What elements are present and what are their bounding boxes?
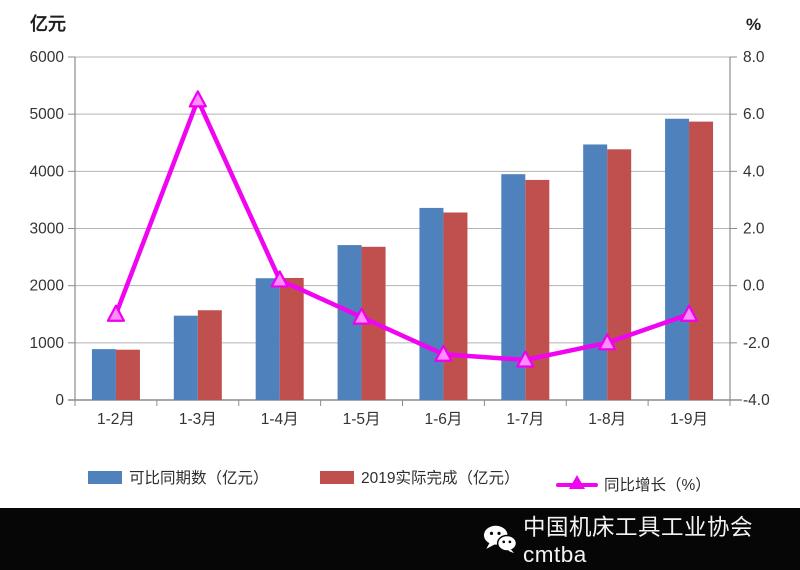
bar-comparable (665, 118, 690, 401)
bar-comparable (255, 278, 280, 400)
bar-actual (443, 212, 468, 400)
growth-marker (679, 304, 699, 322)
right-tick-label: 2.0 (743, 221, 765, 238)
growth-marker (434, 344, 453, 362)
x-axis-label: 1-8月 (588, 411, 626, 428)
left-tick-label: 1000 (30, 335, 65, 352)
growth-marker (270, 270, 289, 288)
right-tick-label: 8.0 (743, 49, 765, 66)
left-tick-label: 5000 (30, 106, 65, 123)
x-axis-label: 1-9月 (670, 411, 708, 428)
bar-actual (607, 149, 632, 400)
right-tick-label: 4.0 (743, 163, 765, 180)
left-axis-title: 亿元 (30, 13, 66, 34)
growth-polyline (113, 97, 692, 363)
right-axis-title: % (746, 15, 761, 34)
bar-actual (197, 310, 222, 400)
x-axis-label: 1-3月 (179, 411, 217, 428)
x-axis-label: 1-5月 (343, 411, 381, 428)
bar-series (91, 118, 714, 401)
bar-comparable (173, 315, 198, 400)
magenta-line-swatch (556, 475, 598, 491)
legend-label: 2019实际完成（亿元） (361, 470, 520, 487)
wechat-icon (483, 525, 517, 554)
footer-bar: 中国机床工具工业协会cmtba (0, 508, 800, 570)
growth-line (106, 90, 699, 368)
right-tick-label: 6.0 (743, 106, 765, 123)
axis-lines (68, 56, 742, 406)
red-bar-swatch (320, 470, 354, 484)
growth-marker (598, 333, 617, 351)
growth-marker (516, 350, 535, 368)
growth-marker (188, 90, 207, 108)
x-axis-label: 1-7月 (506, 411, 544, 428)
axis-labels: 6000 5000 4000 3000 2000 1000 0 8.0 6.0 4.0 2.0 0.0… (30, 49, 771, 428)
growth-marker (106, 304, 126, 322)
combo-chart-svg: 亿元 % 6000 5000 4000 3000 2000 1000 0 8.0 6.0 4.0 2… (30, 13, 771, 428)
blue-bar-swatch (88, 470, 122, 484)
footer-brand-text: 中国机床工具工业协会cmtba (522, 515, 753, 567)
legend: 可比同期数（亿元） 2019实际完成（亿元） 同比增长（%） (0, 458, 800, 502)
left-tick-label: 2000 (30, 278, 65, 295)
growth-marker (352, 307, 371, 325)
left-tick-label: 0 (55, 392, 64, 409)
x-axis-label: 1-4月 (261, 411, 299, 428)
left-tick-label: 3000 (30, 221, 65, 238)
right-tick-label: 0.0 (743, 278, 765, 295)
right-tick-label: -2.0 (743, 335, 770, 352)
legend-item-comparable: 可比同期数（亿元） (88, 466, 269, 488)
legend-label: 同比增长（%） (604, 477, 711, 494)
chart-area: 亿元 % 6000 5000 4000 3000 2000 1000 0 8.0 6.0 4.0 2… (30, 13, 771, 428)
x-axis-label: 1-6月 (424, 411, 462, 428)
gridlines (75, 56, 730, 344)
right-tick-label: -4.0 (743, 392, 770, 409)
bar-comparable (91, 349, 116, 400)
legend-label: 可比同期数（亿元） (129, 470, 269, 487)
left-tick-label: 4000 (30, 163, 65, 180)
bar-actual (689, 121, 714, 401)
bar-comparable (583, 144, 608, 400)
bar-actual (115, 349, 140, 400)
legend-item-actual: 2019实际完成（亿元） (320, 466, 519, 488)
left-tick-label: 6000 (30, 49, 65, 66)
bar-actual (279, 277, 304, 400)
x-axis-label: 1-2月 (97, 411, 135, 428)
legend-item-growth: 同比增长（%） (556, 473, 711, 495)
bar-comparable (419, 207, 444, 400)
